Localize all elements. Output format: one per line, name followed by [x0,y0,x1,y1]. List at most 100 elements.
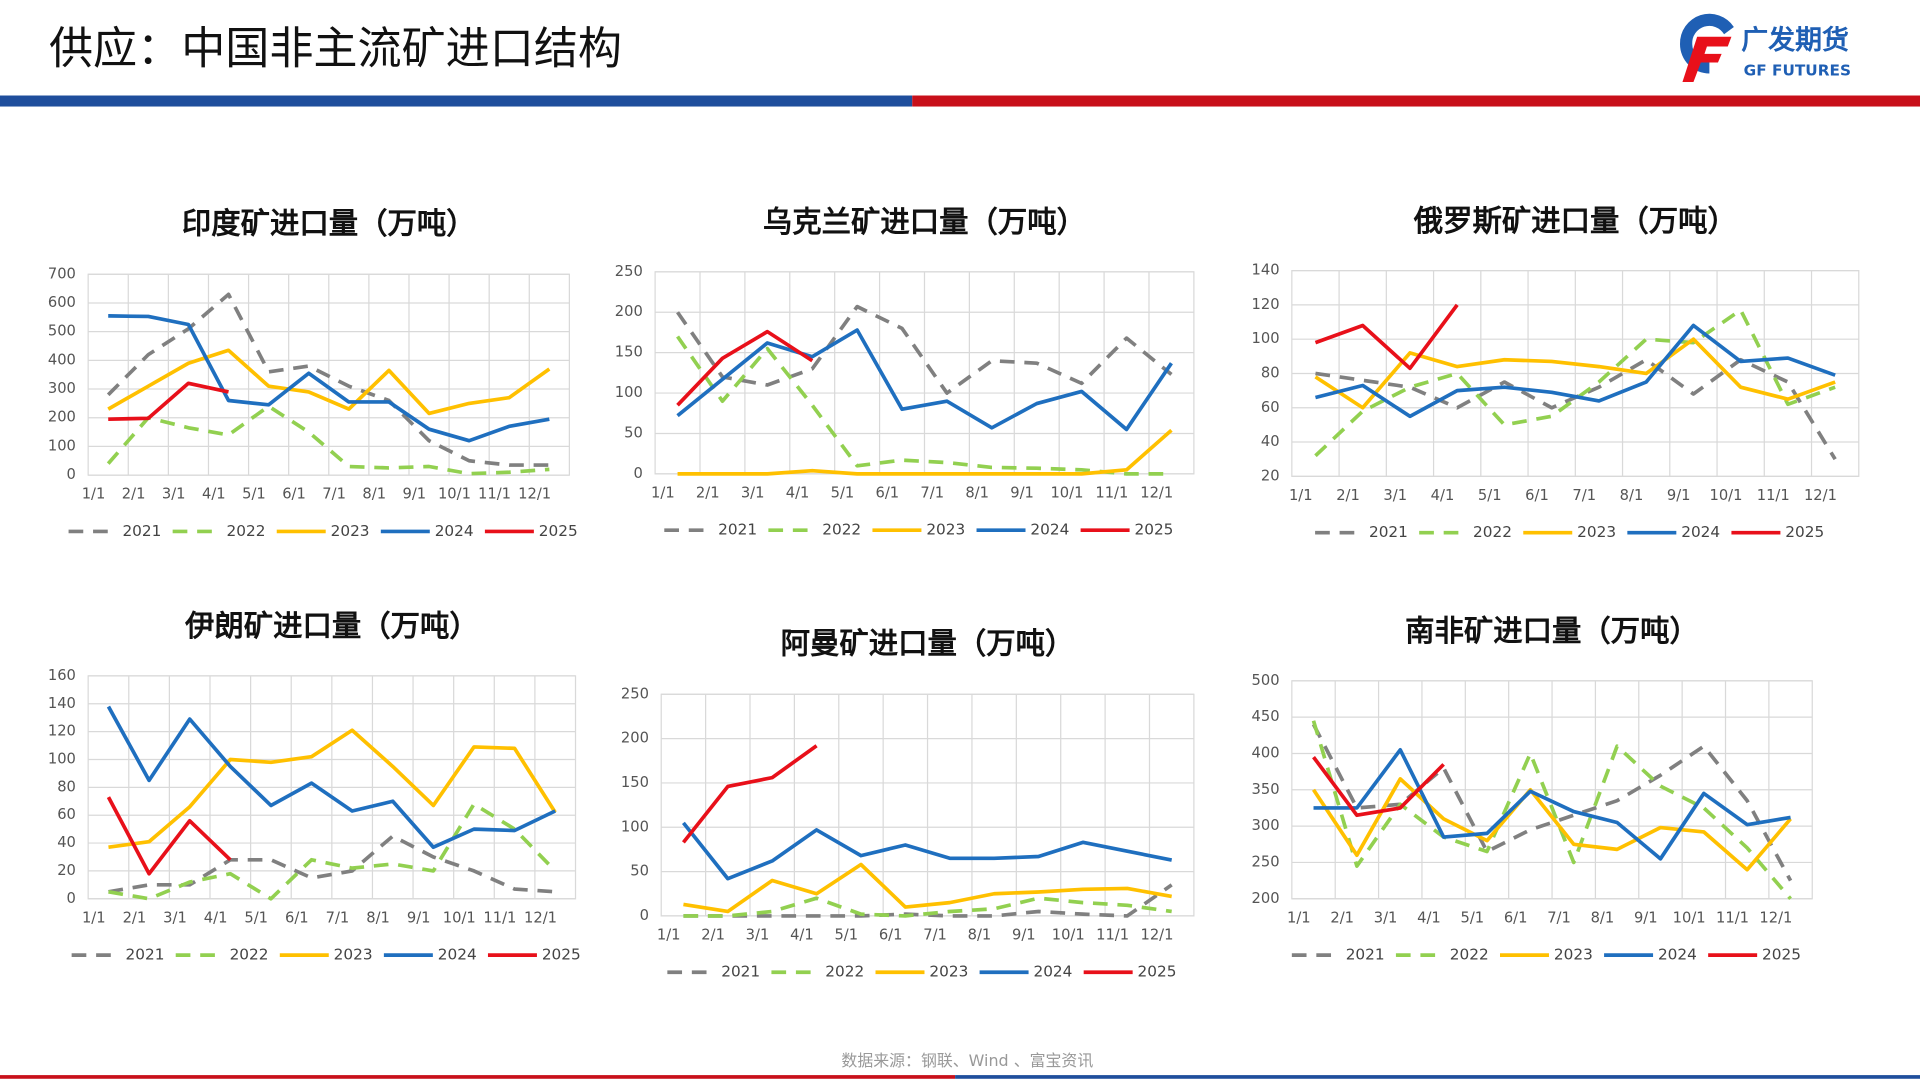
x-tick-label: 3/1 [1383,487,1407,504]
y-tick-label: 120 [48,723,76,740]
x-tick-label: 3/1 [162,486,186,503]
header-bar [912,95,1920,107]
x-tick-label: 10/1 [1050,484,1083,501]
x-tick-label: 4/1 [202,486,226,503]
y-tick-label: 400 [48,351,76,368]
legend-label: 2025 [1138,963,1177,981]
x-tick-label: 5/1 [1478,487,1502,504]
x-tick-label: 6/1 [1525,487,1549,504]
legend-label: 2022 [822,521,861,539]
x-tick-label: 7/1 [920,484,944,501]
y-tick-label: 300 [1252,817,1280,834]
x-tick-label: 12/1 [1759,909,1792,926]
x-tick-label: 8/1 [1620,487,1644,504]
x-tick-label: 10/1 [1709,487,1742,504]
x-tick-label: 9/1 [407,909,431,926]
x-tick-label: 8/1 [965,484,989,501]
x-tick-label: 10/1 [1052,927,1085,944]
x-tick-label: 6/1 [285,909,309,926]
x-tick-label: 6/1 [1504,909,1528,926]
series-line [1312,756,1445,818]
y-tick-label: 100 [615,384,643,401]
x-tick-label: 7/1 [1547,909,1571,926]
y-tick-label: 600 [48,294,76,311]
legend-label: 2025 [539,522,578,540]
y-tick-label: 160 [48,667,76,684]
series-line [676,335,1172,476]
chart-title: 阿曼矿进口量（万吨） [781,625,1075,660]
y-tick-label: 200 [615,303,643,320]
series-line [106,796,232,876]
series-line [1314,308,1836,458]
y-tick-label: 20 [57,862,76,879]
x-tick-label: 9/1 [1012,927,1036,944]
x-tick-label: 7/1 [322,486,346,503]
y-tick-label: 140 [48,695,76,712]
chart: 乌克兰矿进口量（万吨） 0 50 100 150 200 250 1/1 2/1 3/1 4/1 5/… [615,204,1195,539]
y-tick-label: 60 [1261,399,1280,416]
legend-label: 2023 [926,521,965,539]
x-tick-label: 4/1 [204,909,228,926]
legend-label: 2022 [1450,946,1489,964]
x-tick-label: 5/1 [244,909,268,926]
x-tick-label: 10/1 [1673,909,1706,926]
header-bar [0,95,913,107]
legend-label: 2021 [718,521,757,539]
series-line [676,329,814,407]
logo-name: 广发期货 [1741,24,1849,56]
series-line [683,883,1173,918]
chart-title: 南非矿进口量（万吨） [1405,613,1699,648]
x-tick-label: 12/1 [1804,487,1837,504]
series-line [677,428,1173,476]
x-tick-label: 1/1 [651,484,675,501]
chart-title: 印度矿进口量（万吨） [182,205,476,240]
series-line [1311,723,1793,882]
chart: 俄罗斯矿进口量（万吨） 20 40 60 80 100 120 140 1/1 2/1 3/1 4/1… [1252,203,1860,541]
chart: 南非矿进口量（万吨） 200 250 300 350 400 450 500 1/1 2/1 3/1… [1252,613,1813,964]
legend-label: 2022 [227,522,266,540]
x-tick-label: 8/1 [366,909,390,926]
y-tick-label: 120 [1252,296,1280,313]
x-tick-label: 3/1 [1374,909,1398,926]
series-line [106,292,550,467]
x-tick-label: 3/1 [163,909,187,926]
x-tick-label: 4/1 [790,927,814,944]
y-tick-label: 500 [48,323,76,340]
chart-title: 俄罗斯矿进口量（万吨） [1413,203,1737,238]
x-tick-label: 2/1 [1330,909,1354,926]
x-tick-label: 12/1 [518,486,551,503]
x-tick-label: 11/1 [1096,927,1129,944]
x-tick-label: 4/1 [1431,487,1455,504]
x-tick-label: 5/1 [831,484,855,501]
x-tick-label: 6/1 [282,486,306,503]
source-note: 数据来源：钢联、Wind 、富宝资讯 [841,1051,1093,1070]
series-line [683,862,1173,914]
y-tick-label: 0 [640,907,649,924]
legend-label: 2025 [1785,523,1824,541]
legend-label: 2021 [122,522,161,540]
y-tick-label: 250 [1252,853,1280,870]
y-tick-label: 400 [1252,744,1280,761]
series-line [108,314,550,443]
x-tick-label: 4/1 [786,484,810,501]
y-tick-label: 500 [1252,672,1280,689]
series-line [1313,748,1791,861]
logo-icon [1682,36,1732,83]
series-line [107,348,551,416]
x-tick-label: 1/1 [82,909,106,926]
series-line [1311,777,1792,872]
legend-label: 2024 [438,946,477,964]
x-tick-label: 11/1 [478,486,511,503]
legend-label: 2021 [721,963,760,981]
x-tick-label: 11/1 [1095,484,1128,501]
legend-label: 2024 [435,522,474,540]
x-tick-label: 11/1 [483,909,516,926]
y-tick-label: 350 [1252,781,1280,798]
legend-label: 2025 [1134,521,1173,539]
x-tick-label: 11/1 [1716,909,1749,926]
y-tick-label: 0 [633,465,642,482]
x-tick-label: 3/1 [746,927,770,944]
chart-title: 乌克兰矿进口量（万吨） [763,204,1086,239]
x-tick-label: 2/1 [123,909,147,926]
